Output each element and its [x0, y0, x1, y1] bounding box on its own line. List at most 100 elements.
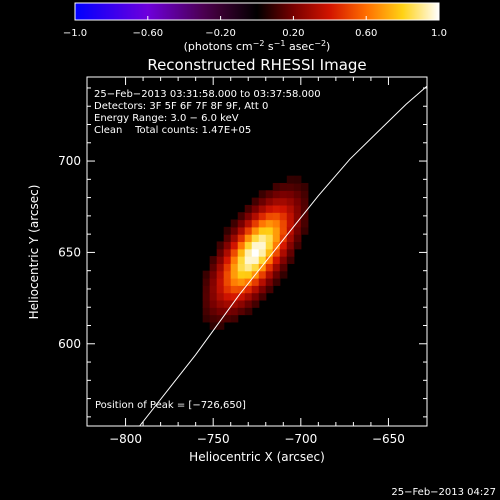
x-axis-label: Heliocentric X (arcsec): [189, 450, 325, 464]
heatmap-cell: [230, 307, 239, 316]
heatmap-cell: [279, 234, 288, 243]
heatmap-cell: [279, 226, 288, 235]
heatmap-cell: [272, 270, 281, 279]
heatmap-cell: [223, 256, 232, 264]
heatmap-cell: [286, 175, 295, 184]
heatmap-cell: [286, 256, 295, 264]
heatmap-cell: [286, 234, 295, 243]
heatmap-cell: [237, 277, 246, 286]
heatmap-cell: [251, 277, 260, 286]
heatmap-cell: [230, 314, 239, 323]
heatmap-cell: [265, 204, 274, 213]
heatmap-cell: [244, 270, 253, 279]
heatmap-cell: [202, 285, 211, 294]
heatmap-cell: [286, 241, 295, 250]
heatmap-cell: [265, 241, 274, 250]
heatmap-cell: [237, 226, 246, 235]
colorbar-tick-label: −1.0: [63, 28, 87, 39]
heatmap-cell: [209, 270, 218, 279]
heatmap-cell: [251, 219, 260, 228]
y-tick-label: 600: [58, 337, 81, 351]
x-tick-label: −650: [372, 432, 405, 446]
heatmap-cell: [258, 197, 267, 206]
colorbar-tick-label: 1.0: [431, 28, 447, 39]
colorbar-tick-label: 0.20: [282, 28, 304, 39]
heatmap-cell: [272, 219, 281, 228]
colorbar-ticks: −1.0 −0.60 −0.20 0.20 0.60 1.0: [63, 16, 447, 39]
heatmap-cell: [279, 212, 288, 221]
heatmap-cell: [300, 212, 309, 221]
heatmap-cell: [251, 292, 260, 301]
heatmap-cell: [279, 241, 288, 250]
heatmap-cell: [300, 204, 309, 213]
heatmap-cell: [293, 182, 302, 191]
heatmap-cell: [293, 197, 302, 206]
heatmap-cell: [272, 226, 281, 235]
y-tick-label: 650: [58, 245, 81, 259]
heatmap-cell: [202, 277, 211, 286]
heatmap-cell: [279, 182, 288, 191]
heatmap-cell: [251, 234, 260, 243]
heatmap-cell: [237, 307, 246, 316]
heatmap-cell: [286, 212, 295, 221]
heatmap-cell: [244, 226, 253, 235]
heatmap-cell: [279, 190, 288, 199]
heatmap-cell: [272, 190, 281, 199]
heatmap-cell: [244, 285, 253, 294]
heatmap-cell: [237, 212, 246, 221]
heatmap-cell: [300, 197, 309, 206]
heatmap-cell: [272, 197, 281, 206]
heatmap-cell: [265, 197, 274, 206]
heatmap-cell: [244, 263, 253, 272]
heatmap-cell: [300, 226, 309, 235]
heatmap-cell: [230, 299, 239, 308]
heatmap-cell: [230, 292, 239, 301]
heatmap-cell: [202, 292, 211, 301]
x-tick-label: −750: [197, 432, 230, 446]
heatmap-cell: [279, 197, 288, 206]
heatmap-cell: [230, 234, 239, 243]
heatmap-cell: [272, 182, 281, 191]
heatmap-cell: [293, 226, 302, 235]
heatmap-cell: [223, 234, 232, 243]
info-annotation: 25−Feb−2013 03:31:58.000 to 03:37:58.000…: [94, 89, 321, 136]
heatmap-cell: [223, 241, 232, 250]
heatmap-cell: [251, 263, 260, 272]
heatmap-cell: [293, 234, 302, 243]
heatmap-cell: [265, 277, 274, 286]
heatmap-cell: [300, 190, 309, 199]
heatmap-cell: [272, 263, 281, 272]
heatmap-cell: [244, 204, 253, 213]
heatmap-cell: [251, 256, 260, 264]
heatmap-cell: [300, 182, 309, 191]
heatmap-cells: [202, 175, 309, 330]
heatmap-cell: [272, 234, 281, 243]
heatmap-cell: [272, 277, 281, 286]
heatmap-cell: [237, 263, 246, 272]
heatmap-cell: [293, 212, 302, 221]
heatmap-cell: [265, 190, 274, 199]
colorbar-unit-label: (photons cm−2 s−1 asec−2): [184, 39, 331, 53]
heatmap-cell: [216, 270, 225, 279]
x-axis-ticks: −800 −750 −700 −650: [109, 77, 405, 446]
heatmap-cell: [279, 263, 288, 272]
heatmap-cell: [209, 292, 218, 301]
heatmap-cell: [286, 248, 295, 257]
heatmap-cell: [272, 212, 281, 221]
colorbar-tick-label: −0.20: [205, 28, 236, 39]
heatmap-cell: [223, 299, 232, 308]
heatmap-cell: [251, 248, 260, 257]
heatmap-cell: [279, 248, 288, 257]
y-axis-label: Heliocentric Y (arcsec): [27, 185, 41, 320]
heatmap-cell: [251, 226, 260, 235]
heatmap-cell: [251, 285, 260, 294]
heatmap-cell: [265, 248, 274, 257]
heatmap-cell: [202, 270, 211, 279]
heatmap-cell: [272, 256, 281, 264]
heatmap-cell: [230, 263, 239, 272]
heatmap-cell: [237, 285, 246, 294]
heatmap-cell: [223, 248, 232, 257]
heatmap-cell: [216, 256, 225, 264]
heatmap-cell: [223, 226, 232, 235]
colorbar-gradient: [74, 2, 440, 21]
